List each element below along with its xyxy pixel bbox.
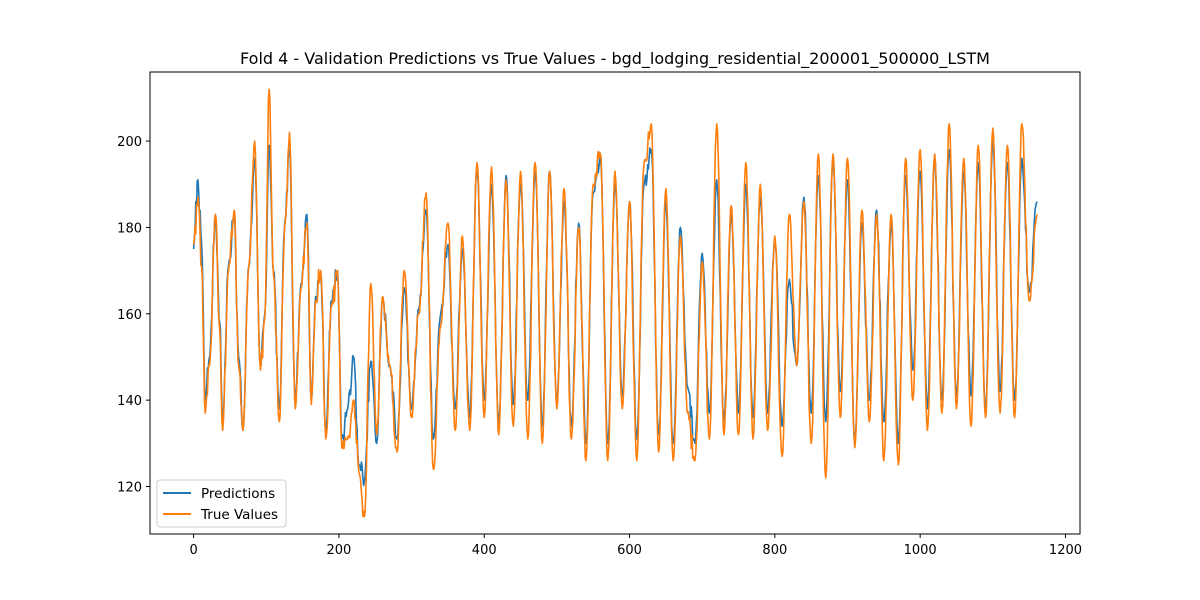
- x-tick-label: 1000: [904, 543, 937, 558]
- legend-box: [156, 479, 287, 528]
- series-line-predictions: [192, 140, 1038, 487]
- x-tick-label: 800: [762, 543, 787, 558]
- legend: Predictions True Values: [156, 479, 287, 528]
- y-tick-label: 140: [117, 394, 142, 409]
- y-tick-label: 120: [117, 481, 142, 496]
- y-axis: 120 140 160 180 200: [117, 135, 150, 496]
- y-tick-label: 180: [117, 221, 142, 236]
- series-layer: [192, 88, 1038, 518]
- y-tick-label: 200: [117, 135, 142, 150]
- x-tick-label: 400: [472, 543, 497, 558]
- legend-label-predictions: Predictions: [201, 486, 275, 502]
- chart-title: Fold 4 - Validation Predictions vs True …: [240, 49, 990, 69]
- x-tick-label: 1200: [1049, 543, 1082, 558]
- y-tick-label: 160: [117, 308, 142, 323]
- x-tick-label: 600: [617, 543, 642, 558]
- x-tick-label: 200: [326, 543, 351, 558]
- x-axis: 0 200 400 600 800 1000 1200: [189, 534, 1082, 558]
- x-tick-label: 0: [189, 543, 197, 558]
- plot-area-frame: [149, 71, 1081, 535]
- series-line-true-values: [192, 88, 1038, 518]
- legend-label-true-values: True Values: [200, 507, 278, 523]
